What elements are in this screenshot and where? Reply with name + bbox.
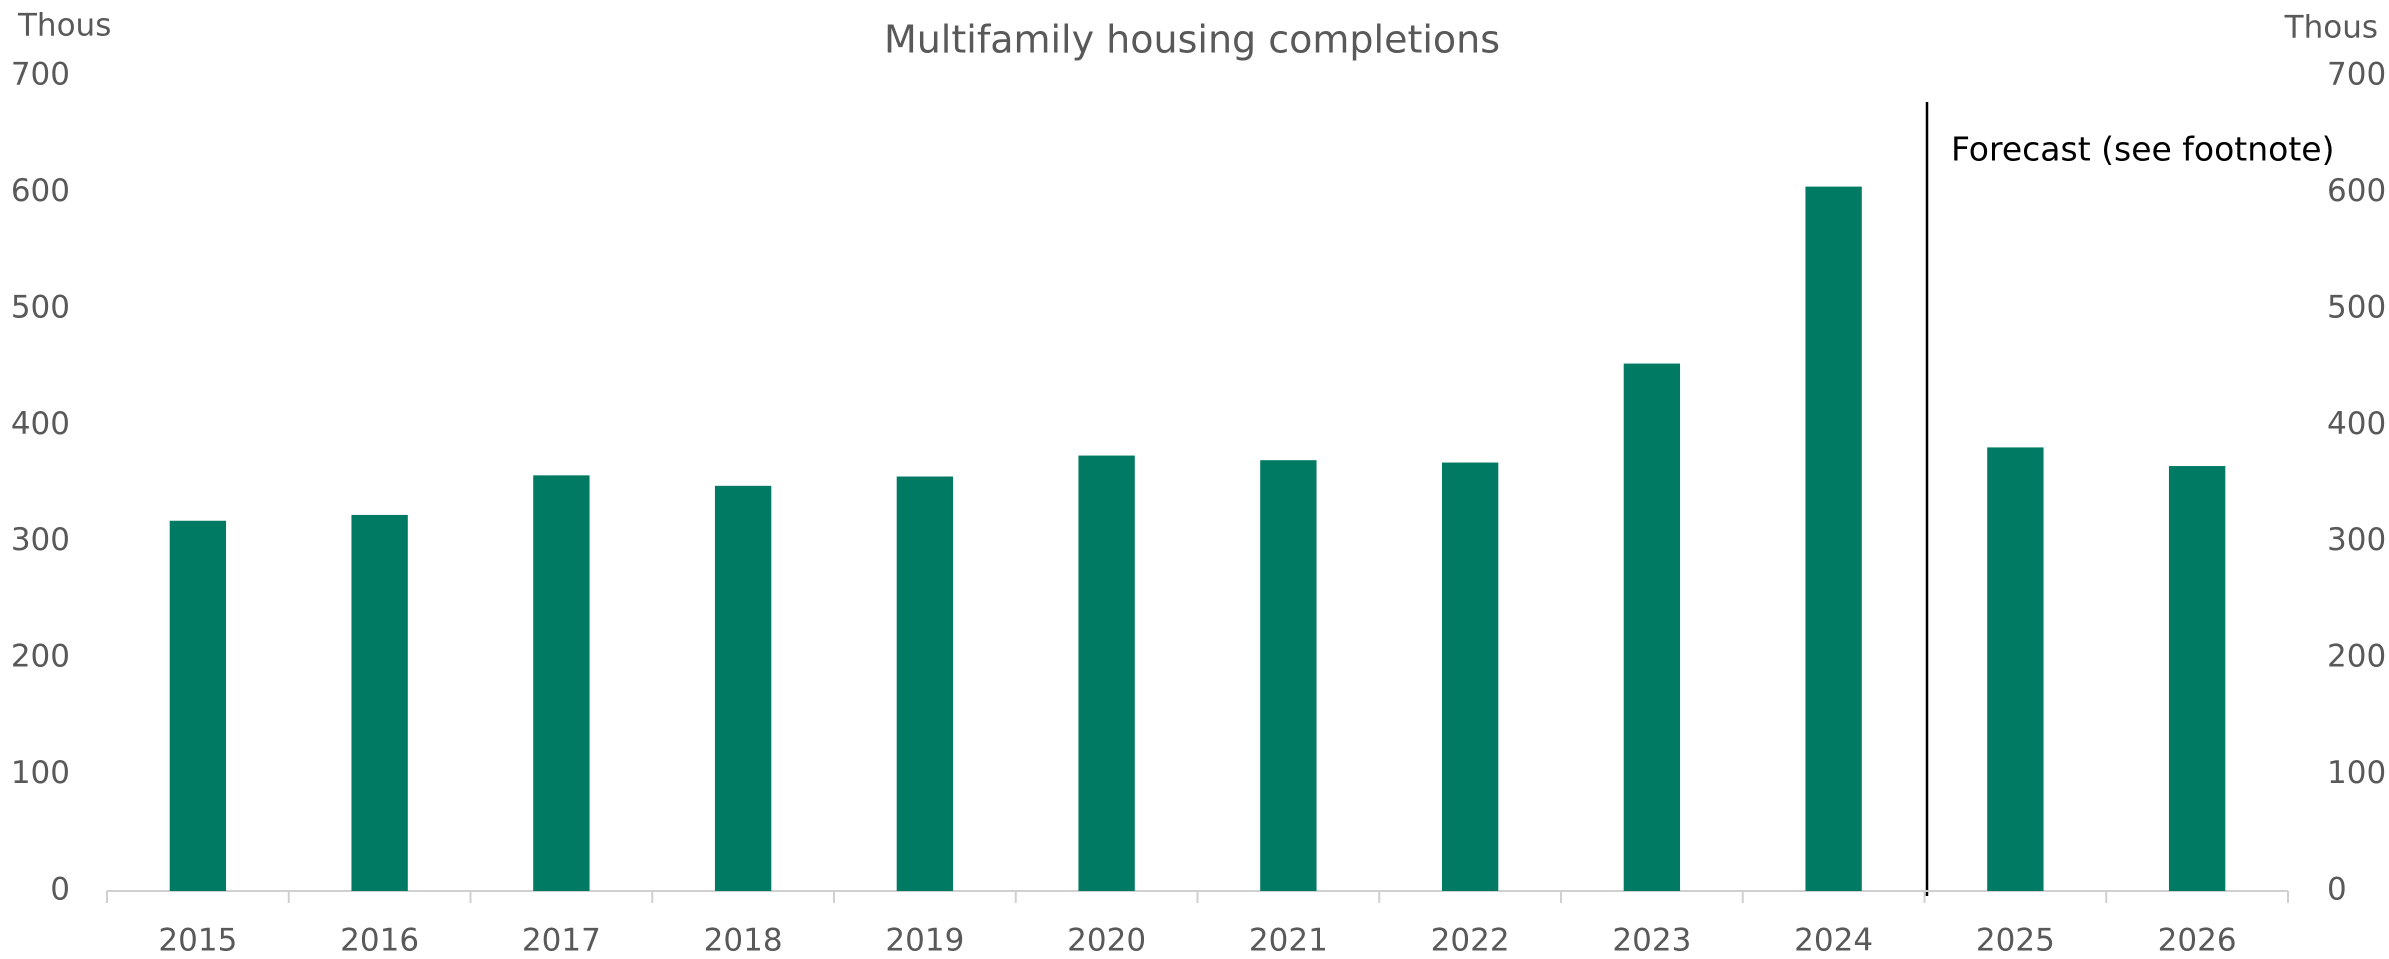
x-tick-label: 2025 (1976, 923, 2055, 959)
bar (1805, 186, 1862, 891)
chart-title: Multifamily housing completions (884, 18, 1500, 62)
x-tick-label: 2022 (1431, 923, 1510, 959)
x-tick-label: 2015 (158, 923, 237, 959)
x-tick-label: 2021 (1249, 923, 1328, 959)
y2-tick-label: 400 (2327, 406, 2386, 442)
bar (1078, 455, 1135, 891)
y2-tick-label: 300 (2327, 522, 2386, 558)
y-tick-label: 300 (11, 522, 70, 558)
x-tick-label: 2024 (1794, 923, 1873, 959)
x-tick-label: 2017 (522, 923, 601, 959)
x-tick-label: 2016 (340, 923, 419, 959)
y2-tick-label: 0 (2327, 872, 2347, 908)
y-tick-label: 400 (11, 406, 70, 442)
bar (169, 520, 227, 891)
x-tick-label: 2019 (885, 923, 964, 959)
x-tick-label: 2026 (2158, 923, 2237, 959)
bar (533, 475, 590, 891)
y-tick-label: 500 (11, 289, 70, 325)
bar (1987, 447, 2044, 891)
x-tick-label: 2020 (1067, 923, 1146, 959)
bar (2168, 466, 2226, 891)
bar (351, 514, 408, 891)
x-tick-label: 2023 (1612, 923, 1691, 959)
y-tick-label: 600 (11, 173, 70, 209)
bar (1623, 363, 1681, 891)
y2-tick-label: 600 (2327, 173, 2386, 209)
y-axis-label: Thous (17, 8, 111, 44)
bar (896, 476, 954, 891)
y2-tick-label: 100 (2327, 755, 2386, 791)
y-tick-label: 700 (11, 57, 70, 93)
y2-tick-label: 200 (2327, 639, 2386, 675)
y-tick-label: 0 (50, 872, 70, 908)
x-tick-label: 2018 (704, 923, 783, 959)
y-tick-label: 100 (11, 755, 70, 791)
y2-tick-label: 700 (2327, 57, 2386, 93)
y2-tick-label: 500 (2327, 289, 2386, 325)
annotation: Forecast (see footnote) (1951, 130, 2334, 169)
bar (714, 485, 772, 891)
bar (1260, 460, 1317, 891)
bar (1441, 462, 1499, 891)
y-tick-label: 200 (11, 639, 70, 675)
y2-axis-label: Thous (2284, 10, 2378, 46)
